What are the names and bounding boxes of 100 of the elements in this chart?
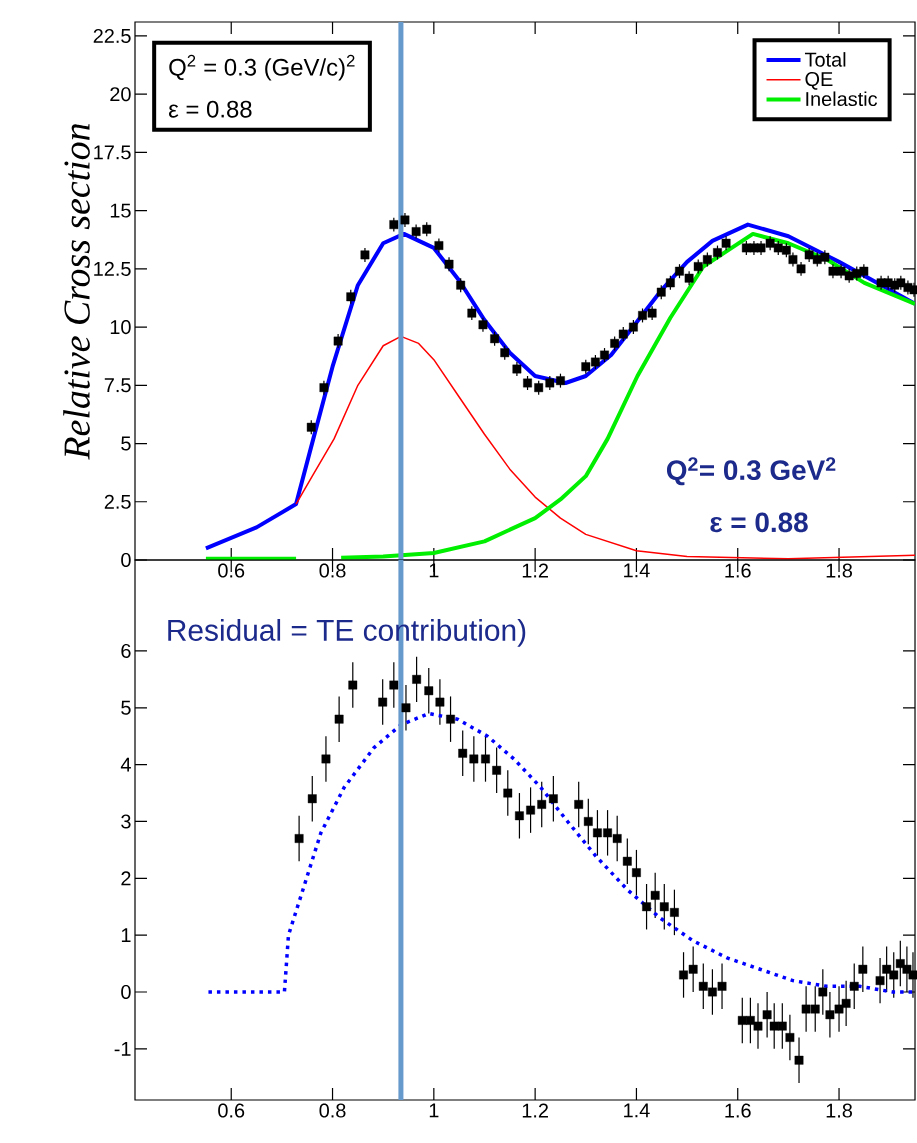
point xyxy=(632,868,641,878)
point xyxy=(810,1004,820,1014)
point xyxy=(481,754,490,764)
point xyxy=(378,697,388,707)
point xyxy=(306,422,316,432)
point xyxy=(389,680,399,690)
point xyxy=(581,362,591,372)
y-tick-label: 0 xyxy=(121,984,131,1000)
point xyxy=(828,266,838,276)
annotation: ε = 0.88 xyxy=(168,100,252,118)
point xyxy=(804,250,814,260)
point xyxy=(858,964,868,974)
y-tick-label: 4 xyxy=(120,757,131,772)
y-tick-label: 10 xyxy=(110,320,131,335)
point xyxy=(788,255,798,264)
point xyxy=(844,271,854,281)
point xyxy=(785,1033,795,1042)
x-tick-label: 1 xyxy=(429,1103,439,1118)
x-tick-label: 1 xyxy=(429,563,439,578)
point xyxy=(435,697,445,707)
point xyxy=(603,828,612,838)
point xyxy=(490,334,500,344)
point xyxy=(647,308,657,318)
point xyxy=(721,238,731,248)
point xyxy=(434,241,444,250)
y-tick-label: 0 xyxy=(121,552,131,568)
point xyxy=(321,754,331,764)
point xyxy=(467,308,477,318)
y-tick-label: 12.5 xyxy=(94,261,131,276)
point xyxy=(446,714,455,724)
x-tick-label: 0.8 xyxy=(319,1103,346,1118)
point xyxy=(458,748,468,758)
x-tick-label: 1.4 xyxy=(624,1103,650,1118)
point xyxy=(610,338,620,348)
point xyxy=(794,1055,804,1065)
y-tick-label: 3 xyxy=(121,814,131,829)
point xyxy=(515,811,524,821)
point xyxy=(875,976,885,986)
y-tick-label: 5 xyxy=(121,436,131,451)
y-axis-title: Relative Cross section xyxy=(63,123,90,460)
point xyxy=(512,364,522,374)
point xyxy=(612,834,622,843)
y-tick-label: 17.5 xyxy=(94,145,131,160)
y-tick-label: 15 xyxy=(110,203,131,218)
point xyxy=(348,680,358,690)
point xyxy=(500,348,510,358)
point xyxy=(820,252,830,262)
point xyxy=(319,383,329,393)
x-tick-label: 1.6 xyxy=(725,563,751,578)
point xyxy=(659,902,669,912)
x-tick-label: 1.8 xyxy=(826,563,853,578)
y-tick-label: 5 xyxy=(121,700,131,715)
y-tick-label: 6 xyxy=(121,643,131,658)
point xyxy=(523,378,532,388)
point xyxy=(424,686,434,696)
y-tick-label: -1 xyxy=(114,1041,131,1056)
point xyxy=(825,1010,835,1020)
point xyxy=(526,805,535,815)
y-tick-label: 7.5 xyxy=(104,378,131,393)
x-tick-label: 1.4 xyxy=(624,563,650,578)
legend-label: QE xyxy=(805,72,833,90)
y-tick-label: 22.5 xyxy=(93,28,131,44)
point xyxy=(333,336,343,346)
x-tick-label: 1.6 xyxy=(725,1103,751,1118)
point xyxy=(548,794,558,804)
point xyxy=(737,1016,747,1025)
point xyxy=(756,243,766,253)
point xyxy=(753,1021,763,1031)
point xyxy=(422,224,432,234)
point xyxy=(618,329,628,339)
point xyxy=(650,890,660,900)
point xyxy=(492,765,502,775)
point xyxy=(762,1010,772,1020)
x-tick-label: 0.8 xyxy=(319,563,346,578)
point xyxy=(777,1021,787,1031)
x-tick-label: 1.2 xyxy=(522,563,548,578)
point xyxy=(469,754,479,764)
point xyxy=(675,266,684,276)
point xyxy=(503,788,513,798)
point xyxy=(411,227,421,236)
y-tick-label: 2.5 xyxy=(104,494,131,509)
annotation: ε = 0.88 xyxy=(710,512,808,533)
point xyxy=(889,970,899,980)
point xyxy=(836,266,846,276)
point xyxy=(545,378,555,388)
point xyxy=(665,278,675,288)
point xyxy=(401,703,411,713)
point xyxy=(444,259,454,269)
point xyxy=(638,311,647,320)
point xyxy=(713,248,722,257)
point xyxy=(684,273,694,283)
line-series xyxy=(295,335,916,560)
point xyxy=(769,1021,779,1031)
point xyxy=(412,674,422,684)
x-tick-label: 0.6 xyxy=(218,563,245,578)
point xyxy=(593,828,602,838)
point xyxy=(534,383,544,393)
point xyxy=(688,964,698,974)
point xyxy=(574,800,584,809)
point xyxy=(600,350,609,360)
